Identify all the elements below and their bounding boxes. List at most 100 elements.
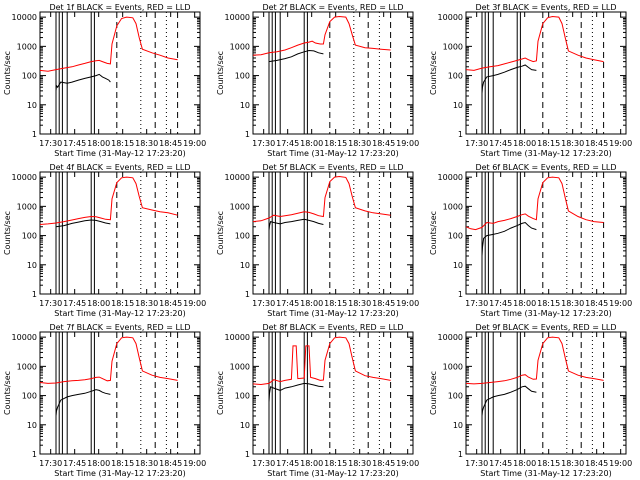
x-axis-label: Start Time (31-May-12 17:23:20) (267, 149, 398, 158)
x-axis-label: Start Time (31-May-12 17:23:20) (480, 309, 611, 318)
x-tick-label: 17:30 (39, 139, 62, 148)
x-tick-label: 18:45 (159, 299, 182, 308)
chart-title: Det 7f BLACK = Events, RED = LLD (49, 323, 190, 332)
chart-panel-7: 1 10 100 1000 10000 17:30 17:45 18:00 18:15 18:30… (3, 323, 206, 478)
plot-frame (39, 11, 201, 135)
y-axis-label: Counts/sec (3, 211, 12, 255)
plot-frame (252, 331, 414, 455)
series-line-lld (465, 15, 604, 71)
chart-title: Det 4f BLACK = Events, RED = LLD (49, 163, 190, 172)
x-tick-label: 18:15 (537, 139, 560, 148)
x-tick-label: 18:15 (537, 299, 560, 308)
y-axis-label: Counts/sec (216, 211, 225, 255)
chart-title: Det 1f BLACK = Events, RED = LLD (49, 3, 190, 12)
x-tick-label: 18:15 (537, 459, 560, 468)
chart-panel-4: 1 10 100 1000 10000 17:30 17:45 18:00 18:15 18:30… (3, 163, 206, 318)
x-tick-label: 17:45 (63, 139, 86, 148)
chart-title: Det 8f BLACK = Events, RED = LLD (262, 323, 403, 332)
y-tick-label: 10 (27, 101, 37, 110)
x-tick-label: 17:45 (276, 299, 299, 308)
y-tick-label: 100 (448, 232, 463, 241)
y-tick-label: 1000 (17, 42, 37, 51)
series-line-lld (465, 336, 604, 385)
x-tick-label: 19:00 (183, 139, 206, 148)
series-line-events (481, 221, 537, 257)
series-line-events (268, 218, 324, 231)
series-line-lld (252, 175, 391, 223)
x-tick-label: 18:00 (300, 299, 323, 308)
y-tick-label: 1 (245, 290, 250, 299)
plot-frame (465, 171, 627, 295)
x-tick-label: 17:30 (39, 299, 62, 308)
x-tick-label: 18:15 (324, 299, 347, 308)
y-tick-label: 1000 (230, 42, 250, 51)
y-tick-label: 1 (245, 450, 250, 459)
x-tick-label: 19:00 (609, 139, 632, 148)
y-tick-label: 1 (458, 290, 463, 299)
x-tick-label: 17:45 (489, 459, 512, 468)
y-tick-label: 10000 (12, 333, 37, 342)
y-tick-label: 1 (458, 130, 463, 139)
x-tick-label: 19:00 (396, 459, 419, 468)
x-tick-label: 17:30 (465, 299, 488, 308)
chart-title: Det 6f BLACK = Events, RED = LLD (475, 163, 616, 172)
x-tick-label: 17:45 (276, 459, 299, 468)
x-tick-label: 19:00 (609, 459, 632, 468)
x-tick-label: 19:00 (183, 459, 206, 468)
x-axis-label: Start Time (31-May-12 17:23:20) (54, 149, 185, 158)
x-tick-label: 17:45 (489, 299, 512, 308)
x-tick-label: 18:30 (135, 139, 158, 148)
x-axis-label: Start Time (31-May-12 17:23:20) (54, 309, 185, 318)
x-tick-label: 18:15 (324, 139, 347, 148)
x-tick-label: 18:15 (111, 299, 134, 308)
series-line-lld (39, 16, 178, 72)
x-axis-label: Start Time (31-May-12 17:23:20) (267, 469, 398, 478)
y-tick-label: 100 (448, 392, 463, 401)
x-tick-label: 18:30 (135, 459, 158, 468)
series-line-events (55, 389, 111, 417)
y-tick-label: 1 (32, 450, 37, 459)
x-tick-label: 18:00 (87, 139, 110, 148)
y-axis-label: Counts/sec (429, 51, 438, 95)
y-tick-label: 1 (32, 130, 37, 139)
y-tick-label: 10000 (225, 13, 250, 22)
x-tick-label: 18:30 (348, 139, 371, 148)
y-tick-label: 100 (235, 72, 250, 81)
y-tick-label: 1000 (443, 42, 463, 51)
y-tick-label: 10000 (438, 173, 463, 182)
x-axis-label: Start Time (31-May-12 17:23:20) (267, 309, 398, 318)
plot-frame (39, 331, 201, 455)
series-line-events (268, 49, 324, 63)
x-tick-label: 17:30 (252, 459, 275, 468)
y-tick-label: 100 (448, 72, 463, 81)
series-line-events (55, 219, 111, 228)
y-axis-label: Counts/sec (429, 371, 438, 415)
y-tick-label: 10 (453, 101, 463, 110)
y-tick-label: 10000 (225, 173, 250, 182)
x-tick-label: 17:45 (63, 459, 86, 468)
x-tick-label: 18:45 (372, 299, 395, 308)
y-tick-label: 10000 (12, 13, 37, 22)
x-tick-label: 18:15 (324, 459, 347, 468)
y-tick-label: 1000 (230, 362, 250, 371)
plot-frame (252, 11, 414, 135)
y-tick-label: 100 (235, 392, 250, 401)
y-tick-label: 10000 (225, 333, 250, 342)
x-tick-label: 18:30 (348, 459, 371, 468)
y-tick-label: 1000 (443, 202, 463, 211)
chart-panel-2: 1 10 100 1000 10000 17:30 17:45 18:00 18:15 18:30… (216, 3, 419, 158)
x-tick-label: 17:45 (489, 139, 512, 148)
y-axis-label: Counts/sec (216, 51, 225, 95)
x-tick-label: 18:15 (111, 459, 134, 468)
x-tick-label: 17:30 (465, 139, 488, 148)
y-tick-label: 100 (235, 232, 250, 241)
y-tick-label: 1000 (17, 362, 37, 371)
x-tick-label: 19:00 (183, 299, 206, 308)
y-tick-label: 10000 (12, 173, 37, 182)
y-axis-label: Counts/sec (3, 371, 12, 415)
x-tick-label: 17:30 (252, 139, 275, 148)
x-tick-label: 18:00 (87, 459, 110, 468)
series-line-events (268, 382, 324, 403)
y-tick-label: 1 (32, 290, 37, 299)
